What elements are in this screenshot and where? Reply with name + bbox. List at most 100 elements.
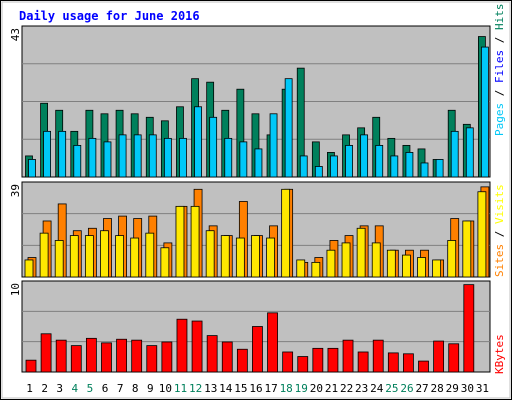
x-tick-label: 10: [159, 382, 172, 395]
kbytes-bar: [464, 285, 474, 372]
x-tick-label: 24: [370, 382, 384, 395]
files-bar: [436, 159, 443, 177]
x-tick-label: 21: [325, 382, 338, 395]
kbytes-bar: [71, 346, 81, 372]
files-bar: [466, 128, 473, 177]
sites-bar: [372, 243, 380, 277]
files-bar: [361, 135, 368, 177]
panel-2: 39: [9, 182, 490, 277]
sites-bar: [100, 231, 108, 277]
files-bar: [74, 145, 81, 177]
panel-1: 43: [9, 26, 490, 177]
sites-bar: [267, 238, 275, 277]
kbytes-bar: [86, 338, 96, 372]
legend-hits: Hits: [493, 4, 506, 31]
panel-3-ymax-label: 10: [9, 283, 22, 296]
legend-files: Files: [493, 50, 506, 83]
kbytes-bar: [147, 346, 157, 372]
sites-bar: [448, 240, 456, 277]
files-bar: [89, 138, 96, 177]
kbytes-bar: [192, 321, 202, 372]
sites-bar: [357, 228, 365, 277]
panel-3: 10: [9, 281, 490, 372]
sites-bar: [418, 258, 426, 277]
sites-bar: [402, 255, 410, 277]
kbytes-bar: [298, 357, 308, 372]
sites-bar: [191, 206, 199, 277]
panel-1-legend-text: Pages / Files / Hits: [493, 4, 506, 137]
files-bar: [210, 117, 217, 177]
sites-bar: [433, 260, 441, 277]
files-bar: [300, 156, 307, 177]
chart-title: Daily usage for June 2016: [19, 9, 200, 23]
sites-bar: [116, 236, 124, 277]
x-tick-label: 27: [415, 382, 428, 395]
kbytes-bar: [373, 340, 383, 372]
x-tick-label: 14: [219, 382, 233, 395]
sites-bar: [221, 236, 229, 277]
x-tick-label: 5: [87, 382, 94, 395]
kbytes-bar: [283, 352, 293, 372]
x-tick-label: 31: [476, 382, 489, 395]
files-bar: [421, 163, 428, 177]
x-tick-label: 15: [234, 382, 247, 395]
x-tick-label: 17: [264, 382, 277, 395]
files-bar: [270, 114, 277, 177]
x-tick-label: 25: [385, 382, 398, 395]
x-tick-label: 16: [249, 382, 262, 395]
x-tick-label: 18: [280, 382, 293, 395]
kbytes-bar: [26, 360, 36, 372]
files-bar: [391, 156, 398, 177]
files-bar: [119, 135, 126, 177]
kbytes-bar: [419, 361, 429, 372]
panel-1-ymax-label: 43: [9, 28, 22, 41]
files-bar: [149, 135, 156, 177]
files-bar: [195, 107, 202, 177]
sites-bar: [85, 236, 93, 277]
sites-bar: [131, 238, 139, 277]
files-bar: [315, 166, 322, 177]
kbytes-bar: [449, 344, 459, 372]
x-tick-label: 6: [102, 382, 109, 395]
sites-bar: [40, 233, 48, 277]
files-bar: [179, 138, 186, 177]
sites-bar: [161, 248, 169, 277]
kbytes-bar: [388, 353, 398, 372]
legend-pages: Pages: [493, 103, 506, 136]
x-tick-label: 13: [204, 382, 217, 395]
kbytes-bar: [313, 348, 323, 372]
files-bar: [59, 131, 66, 177]
files-bar: [164, 138, 171, 177]
legend-separator: /: [493, 30, 506, 50]
x-tick-label: 20: [310, 382, 323, 395]
x-tick-label: 7: [117, 382, 124, 395]
files-bar: [240, 142, 247, 177]
kbytes-bar: [403, 354, 413, 372]
legend-sites: Sites: [493, 244, 506, 277]
x-tick-label: 2: [41, 382, 48, 395]
panel-3-legend-text: KBytes: [493, 334, 506, 374]
files-bar: [406, 152, 413, 177]
files-bar: [451, 131, 458, 177]
x-tick-label: 12: [189, 382, 202, 395]
panel-3-legend: KBytes: [493, 334, 506, 374]
x-tick-label: 4: [72, 382, 79, 395]
kbytes-bar: [207, 336, 217, 372]
x-tick-label: 9: [147, 382, 154, 395]
panel-1-legend: Pages / Files / Hits: [493, 4, 506, 137]
kbytes-bar: [252, 327, 262, 373]
sites-bar: [327, 250, 335, 277]
files-bar: [29, 159, 36, 177]
sites-bar: [146, 233, 154, 277]
sites-bar: [297, 260, 305, 277]
files-bar: [330, 156, 337, 177]
kbytes-bar: [56, 340, 66, 372]
legend-visits: Visits: [493, 184, 506, 224]
x-tick-label: 3: [56, 382, 63, 395]
kbytes-bar: [101, 343, 111, 372]
sites-bar: [387, 250, 395, 277]
x-tick-label: 8: [132, 382, 139, 395]
x-tick-label: 1: [26, 382, 33, 395]
